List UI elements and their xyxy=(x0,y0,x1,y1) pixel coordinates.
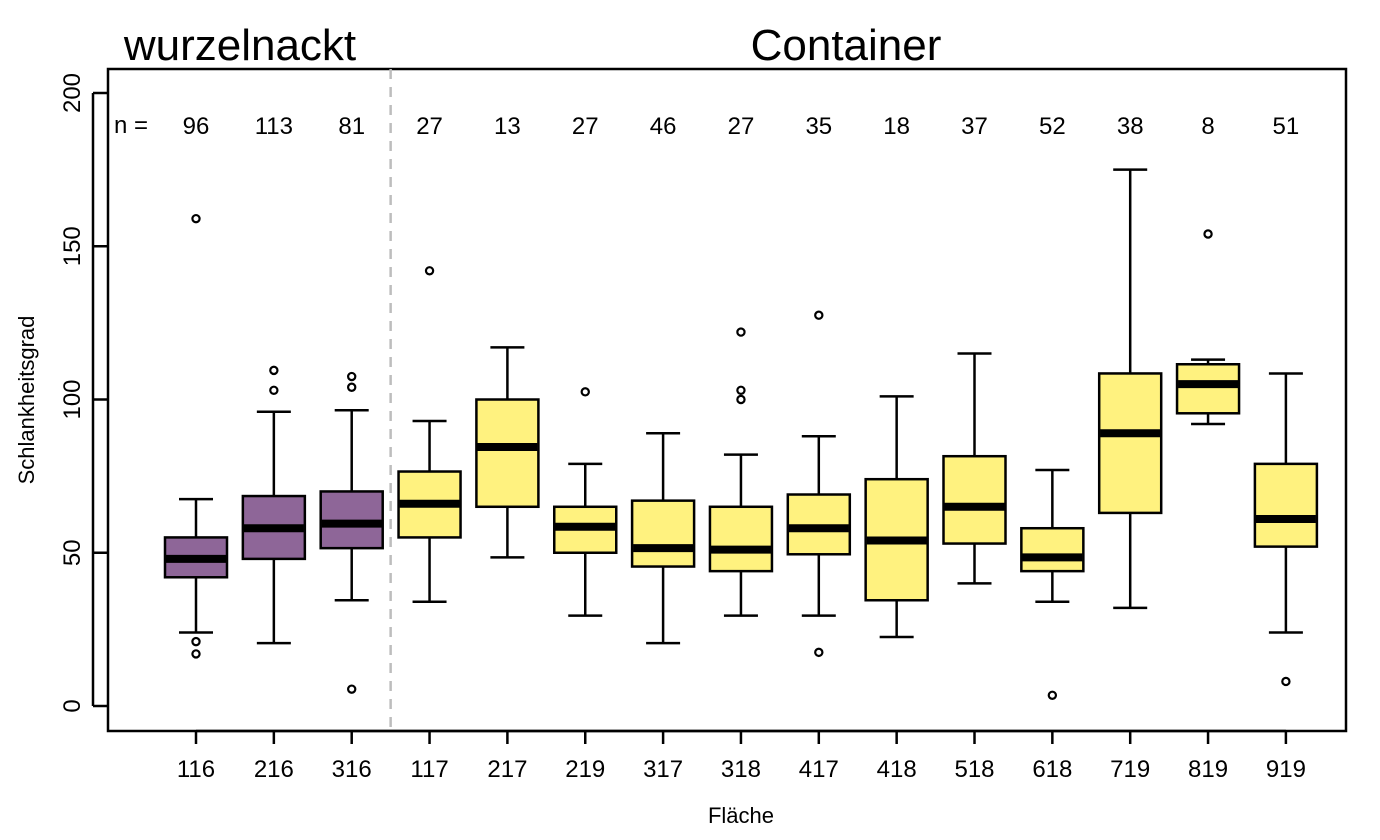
box-919 xyxy=(1253,372,1319,687)
x-tick-label: 317 xyxy=(643,756,683,783)
n-label: 38 xyxy=(1117,113,1144,140)
n-label: 96 xyxy=(183,113,210,140)
outlier-point xyxy=(1047,690,1058,700)
n-label: 13 xyxy=(494,113,521,140)
outlier-point xyxy=(191,213,201,224)
y-tick-label: 50 xyxy=(59,539,86,566)
n-label: 37 xyxy=(961,113,988,140)
x-tick-label: 216 xyxy=(254,756,294,783)
y-axis: 0 50 100 150 200 xyxy=(59,73,108,713)
outlier-point xyxy=(814,647,824,658)
n-label: 27 xyxy=(416,113,443,140)
x-axis: 116 216 316 117 217 219 317 318 417 418 518 618 719 8… xyxy=(177,729,1306,783)
y-tick-label: 100 xyxy=(59,379,86,419)
n-label: 113 xyxy=(255,113,293,140)
x-tick-label: 417 xyxy=(799,756,839,783)
box-216 xyxy=(241,365,307,645)
y-tick-label: 150 xyxy=(59,226,86,266)
outlier-point xyxy=(269,385,279,396)
n-label: 27 xyxy=(572,113,599,140)
y-tick-label: 200 xyxy=(59,73,86,113)
n-label: 18 xyxy=(883,113,910,140)
box-117 xyxy=(397,266,462,604)
outlier-point xyxy=(1203,229,1213,239)
y-axis-title: Schlankheitsgrad xyxy=(14,316,39,485)
box-316 xyxy=(319,371,384,694)
outlier-point xyxy=(347,684,357,694)
n-prefix-label: n = xyxy=(114,112,148,139)
x-tick-label: 116 xyxy=(177,756,215,783)
x-tick-label: 418 xyxy=(877,756,917,783)
outlier-point xyxy=(1281,676,1291,687)
n-labels: n = 96 113 81 27 13 27 46 27 35 18 37 52 38 8 51 xyxy=(114,112,1299,140)
x-tick-label: 719 xyxy=(1110,756,1150,783)
outlier-point xyxy=(736,327,746,337)
y-tick-label: 0 xyxy=(59,699,86,712)
group-title-wurzelnackt: wurzelnackt xyxy=(123,21,356,70)
box-iqr xyxy=(1175,363,1241,415)
x-tick-label: 819 xyxy=(1188,756,1228,783)
x-tick-label: 217 xyxy=(487,756,527,783)
n-label: 8 xyxy=(1201,113,1214,140)
box-318 xyxy=(708,327,774,617)
outlier-point xyxy=(347,382,357,392)
box-iqr xyxy=(1097,372,1163,515)
outlier-point xyxy=(269,365,279,376)
x-tick-label: 316 xyxy=(332,756,372,783)
box-iqr xyxy=(475,398,540,509)
box-418 xyxy=(864,395,929,639)
x-tick-label: 318 xyxy=(721,756,761,783)
outlier-point xyxy=(736,394,746,405)
box-417 xyxy=(786,310,852,658)
box-iqr xyxy=(1020,526,1085,573)
box-iqr xyxy=(1253,462,1319,548)
outlier-point xyxy=(191,636,201,647)
n-label: 51 xyxy=(1273,113,1300,140)
box-618 xyxy=(1020,468,1085,700)
outlier-point xyxy=(736,385,746,396)
n-label: 35 xyxy=(805,113,832,140)
box-518 xyxy=(942,352,1007,585)
box-719 xyxy=(1097,168,1163,610)
n-label: 52 xyxy=(1039,113,1066,140)
outlier-point xyxy=(424,266,435,276)
outlier-point xyxy=(347,371,357,382)
box-819 xyxy=(1175,229,1241,426)
n-label: 81 xyxy=(338,113,365,140)
outlier-point xyxy=(191,649,201,659)
box-116 xyxy=(163,213,229,659)
n-label: 27 xyxy=(728,113,755,140)
outlier-point xyxy=(580,387,590,397)
box-219 xyxy=(553,387,618,617)
x-tick-label: 618 xyxy=(1032,756,1072,783)
box-iqr xyxy=(708,505,774,573)
boxes xyxy=(163,168,1319,700)
x-tick-label: 219 xyxy=(565,756,605,783)
box-iqr xyxy=(630,499,696,568)
box-iqr xyxy=(942,454,1007,545)
box-317 xyxy=(630,431,696,645)
titles: wurzelnackt Container Fläche Schlankheit… xyxy=(14,21,941,828)
x-tick-label: 919 xyxy=(1266,756,1306,783)
outlier-point xyxy=(814,310,824,320)
group-title-container: Container xyxy=(751,21,942,70)
x-tick-label: 117 xyxy=(410,756,448,783)
x-axis-title: Fläche xyxy=(708,803,774,828)
box-217 xyxy=(475,346,540,559)
n-label: 46 xyxy=(650,113,677,140)
x-tick-label: 518 xyxy=(954,756,994,783)
